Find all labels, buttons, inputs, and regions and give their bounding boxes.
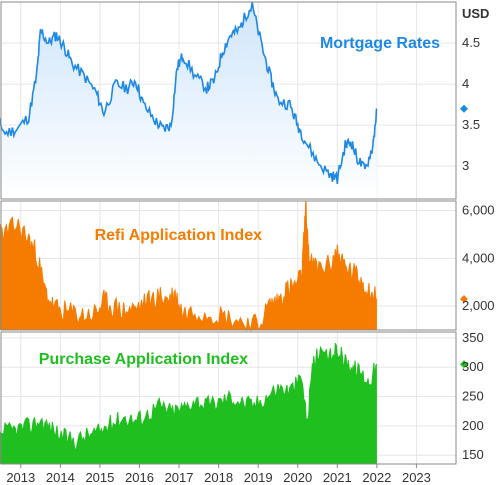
y-tick-label-panel0: 3.5 — [462, 117, 480, 132]
x-tick-label: 2020 — [283, 470, 312, 485]
last-value-marker-panel1 — [460, 294, 468, 303]
purchase-index-title: Purchase Application Index — [39, 351, 248, 368]
series-area-panel1 — [0, 201, 377, 330]
frame-layer — [0, 1, 457, 465]
y-tick-label-panel2: 200 — [462, 418, 484, 433]
panel-frame-0 — [0, 1, 457, 200]
panel-frame-2 — [0, 331, 457, 465]
x-tick-label: 2021 — [323, 470, 352, 485]
series-line-panel2 — [0, 342, 378, 450]
y-tick-label-panel2: 350 — [462, 330, 484, 345]
x-tick-label: 2013 — [6, 470, 35, 485]
tick-layer: 3 3.5 4 4.5 2,000 4,000 6,000 150 200 250 300 350 20… — [6, 35, 494, 485]
panel-frame-1 — [0, 200, 457, 331]
series-line-panel1 — [0, 200, 378, 332]
y-tick-label-panel2: 250 — [462, 389, 484, 404]
series-area-panel0 — [0, 2, 377, 199]
series-line-panel0 — [0, 1, 378, 184]
x-tick-label: 2023 — [402, 470, 431, 485]
series-area-panel2 — [0, 343, 377, 464]
y-tick-label-panel0: 3 — [462, 158, 469, 173]
y-tick-label-panel1: 6,000 — [462, 203, 495, 218]
x-tick-label: 2017 — [165, 470, 194, 485]
y-tick-label-panel0: 4 — [462, 76, 469, 91]
refi-index-title: Refi Application Index — [95, 227, 263, 244]
x-tick-label: 2018 — [204, 470, 233, 485]
last-value-marker-panel0 — [460, 104, 468, 113]
x-tick-label: 2015 — [85, 470, 114, 485]
x-tick-label: 2022 — [362, 470, 391, 485]
y-tick-label-panel0: 4.5 — [462, 35, 480, 50]
x-tick-label: 2014 — [46, 470, 75, 485]
mortgage-rates-title: Mortgage Rates — [320, 35, 440, 52]
y-tick-label-panel1: 4,000 — [462, 250, 495, 265]
x-tick-label: 2019 — [244, 470, 273, 485]
series-layer — [0, 1, 468, 464]
last-value-marker-panel2 — [460, 360, 468, 369]
y-tick-label-panel2: 300 — [462, 359, 484, 374]
x-tick-label: 2016 — [125, 470, 154, 485]
y-tick-label-panel2: 150 — [462, 447, 484, 462]
unit-label: USD — [462, 6, 489, 21]
y-tick-label-panel1: 2,000 — [462, 298, 495, 313]
